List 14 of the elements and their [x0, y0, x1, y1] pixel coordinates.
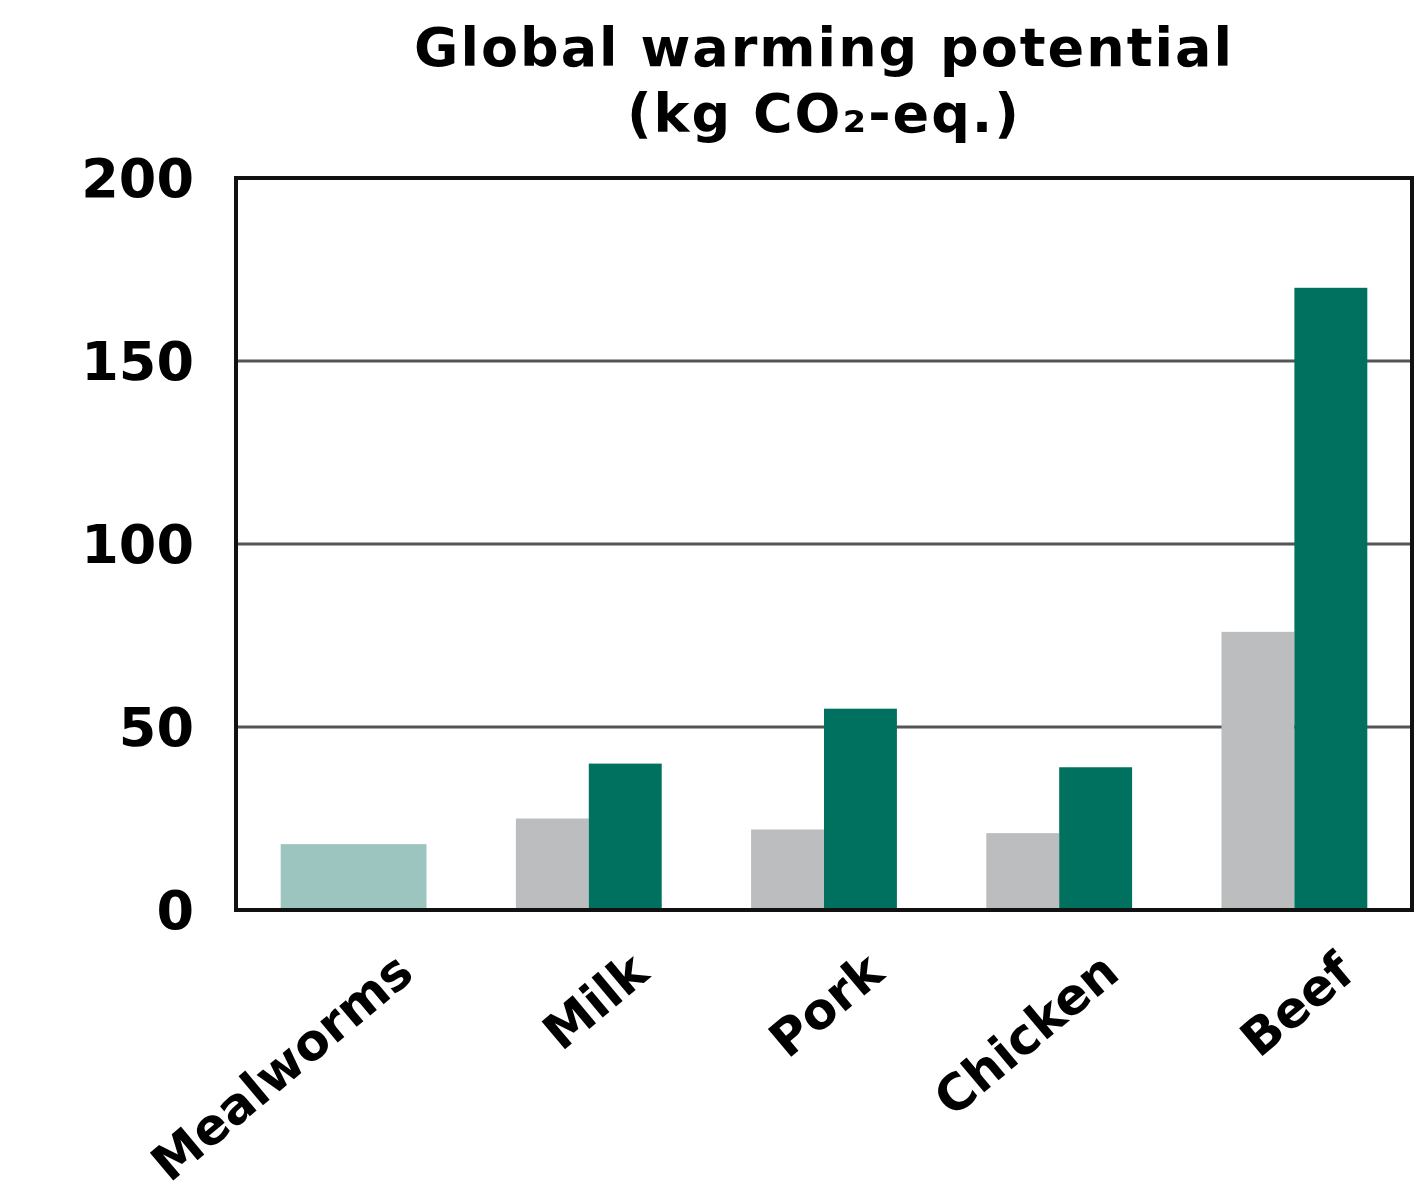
bar [515, 818, 589, 910]
bar [986, 833, 1060, 910]
y-tick-label: 50 [118, 696, 194, 760]
y-tick-label: 0 [156, 879, 194, 943]
y-tick-label: 150 [81, 330, 194, 394]
y-tick-label: 100 [81, 513, 194, 577]
bar [1059, 767, 1133, 910]
bar [824, 708, 897, 910]
bar [1294, 287, 1368, 910]
bar [588, 763, 662, 910]
y-tick-label: 200 [81, 147, 194, 211]
bar [1221, 631, 1295, 910]
chart-title: Global warming potential (kg CO₂-eq.) [414, 16, 1234, 145]
bar [751, 829, 824, 910]
